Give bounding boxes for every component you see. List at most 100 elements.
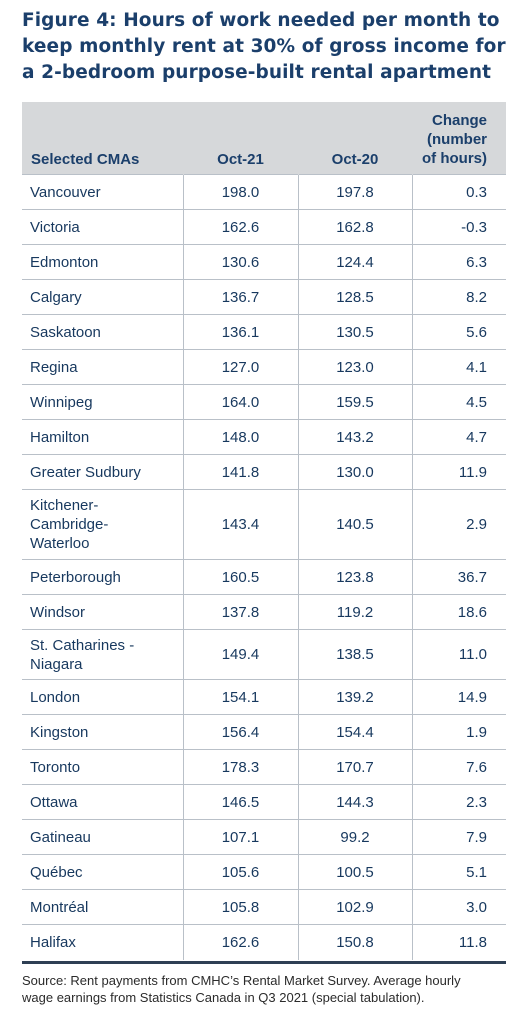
cma-name-line: Windsor (30, 603, 86, 621)
cell-oct20: 123.0 (297, 349, 412, 385)
cma-name-line: Toronto (30, 758, 81, 776)
cell-change: 18.6 (411, 594, 506, 630)
table-row: Halifax 162.6 150.8 11.8 (22, 924, 506, 960)
source-line: Source: Rent payments from CMHC’s Rental… (22, 973, 461, 988)
cell-oct21: 136.1 (182, 314, 298, 350)
table-row: Calgary 136.7 128.5 8.2 (22, 279, 506, 315)
cell-cma: Halifax (22, 924, 183, 960)
cell-cma: Calgary (22, 279, 183, 315)
cma-name-line: Saskatoon (30, 323, 101, 341)
cell-oct20: 128.5 (297, 279, 412, 315)
cell-oct21: 105.6 (182, 854, 298, 890)
cell-oct21: 156.4 (182, 714, 298, 750)
cell-change: 11.9 (411, 454, 506, 490)
cell-cma: Regina (22, 349, 183, 385)
table-row: Saskatoon 136.1 130.5 5.6 (22, 314, 506, 350)
cell-oct20: 123.8 (297, 559, 412, 595)
cell-change: 1.9 (411, 714, 506, 750)
cell-oct20: 144.3 (297, 784, 412, 820)
title-line: Figure 4: Hours of work needed per month… (22, 10, 500, 31)
source-note: Source: Rent payments from CMHC’s Rental… (22, 972, 522, 1006)
table-row: Winnipeg 164.0 159.5 4.5 (22, 384, 506, 420)
cell-oct20: 150.8 (297, 924, 412, 960)
bottom-rule (22, 961, 506, 964)
title-line: a 2-bedroom purpose-built rental apartme… (22, 62, 492, 83)
cell-change: 7.9 (411, 819, 506, 855)
cell-oct20: 102.9 (297, 889, 412, 925)
cell-cma: Toronto (22, 749, 183, 785)
cell-oct20: 124.4 (297, 244, 412, 280)
cell-cma: St. Catharines - Niagara (22, 629, 183, 680)
cell-oct21: 160.5 (182, 559, 298, 595)
cma-name-line: Halifax (30, 933, 76, 951)
header-row: Selected CMAs Oct-21 Oct-20 Change (numbe… (22, 102, 506, 175)
table-row: Kingston 156.4 154.4 1.9 (22, 714, 506, 750)
cell-oct21: 162.6 (182, 209, 298, 245)
cma-name-line: Vancouver (30, 183, 101, 201)
cell-oct21: 136.7 (182, 279, 298, 315)
cell-oct20: 197.8 (297, 174, 412, 210)
cma-name-line: Peterborough (30, 568, 121, 586)
table-row: Windsor 137.8 119.2 18.6 (22, 594, 506, 630)
cell-oct20: 154.4 (297, 714, 412, 750)
table-row: Montréal 105.8 102.9 3.0 (22, 889, 506, 925)
header-oct20: Oct-20 (297, 102, 412, 175)
cell-change: 0.3 (411, 174, 506, 210)
table-row: Victoria 162.6 162.8 -0.3 (22, 209, 506, 245)
hours-table: Selected CMAs Oct-21 Oct-20 Change (numbe… (22, 102, 506, 960)
cell-oct21: 146.5 (182, 784, 298, 820)
cell-oct20: 159.5 (297, 384, 412, 420)
cma-name-line: London (30, 688, 81, 706)
cell-change: 5.6 (411, 314, 506, 350)
cma-name-line: Cambridge- (30, 516, 109, 533)
table-row: St. Catharines - Niagara 149.4 138.5 11.0 (22, 629, 506, 680)
cell-oct20: 99.2 (297, 819, 412, 855)
cell-oct21: 137.8 (182, 594, 298, 630)
cma-name-line: Regina (30, 358, 78, 376)
cma-name-line: Québec (30, 863, 83, 881)
cma-name-line: Victoria (30, 218, 80, 236)
cma-name-line: Calgary (30, 288, 82, 306)
table-row: Vancouver 198.0 197.8 0.3 (22, 174, 506, 210)
table-row: Peterborough 160.5 123.8 36.7 (22, 559, 506, 595)
cell-oct21: 130.6 (182, 244, 298, 280)
cell-oct21: 198.0 (182, 174, 298, 210)
cell-change: -0.3 (411, 209, 506, 245)
cell-oct20: 140.5 (297, 489, 412, 560)
cell-change: 14.9 (411, 679, 506, 715)
cma-name-line: St. Catharines - (30, 636, 135, 654)
cell-oct21: 127.0 (182, 349, 298, 385)
header-oct21: Oct-21 (182, 102, 298, 175)
cell-cma: Montréal (22, 889, 183, 925)
cell-cma: Victoria (22, 209, 183, 245)
cell-oct21: 149.4 (182, 629, 298, 680)
title-line: keep monthly rent at 30% of gross income… (22, 36, 506, 57)
cell-change: 2.9 (411, 489, 506, 560)
table-row: Edmonton 130.6 124.4 6.3 (22, 244, 506, 280)
cell-change: 7.6 (411, 749, 506, 785)
cma-name-line: Kitchener- (30, 497, 99, 514)
cell-oct21: 107.1 (182, 819, 298, 855)
cell-cma: Peterborough (22, 559, 183, 595)
table-row: London 154.1 139.2 14.9 (22, 679, 506, 715)
table-row: Hamilton 148.0 143.2 4.7 (22, 419, 506, 455)
cell-oct20: 100.5 (297, 854, 412, 890)
cell-change: 4.5 (411, 384, 506, 420)
cma-name-line: Hamilton (30, 428, 90, 446)
cma-name-line: Kingston (30, 723, 89, 741)
cell-oct20: 143.2 (297, 419, 412, 455)
cell-change: 4.7 (411, 419, 506, 455)
source-line: wage earnings from Statistics Canada in … (22, 990, 425, 1005)
cell-change: 6.3 (411, 244, 506, 280)
cma-name-line: Ottawa (30, 793, 78, 811)
cell-oct21: 154.1 (182, 679, 298, 715)
cell-oct20: 130.5 (297, 314, 412, 350)
table-row: Gatineau 107.1 99.2 7.9 (22, 819, 506, 855)
cell-cma: Saskatoon (22, 314, 183, 350)
table-row: Ottawa 146.5 144.3 2.3 (22, 784, 506, 820)
cell-oct21: 164.0 (182, 384, 298, 420)
cma-name-line: Niagara (30, 655, 83, 673)
cma-name-line: Waterloo (30, 535, 90, 552)
cell-oct20: 130.0 (297, 454, 412, 490)
